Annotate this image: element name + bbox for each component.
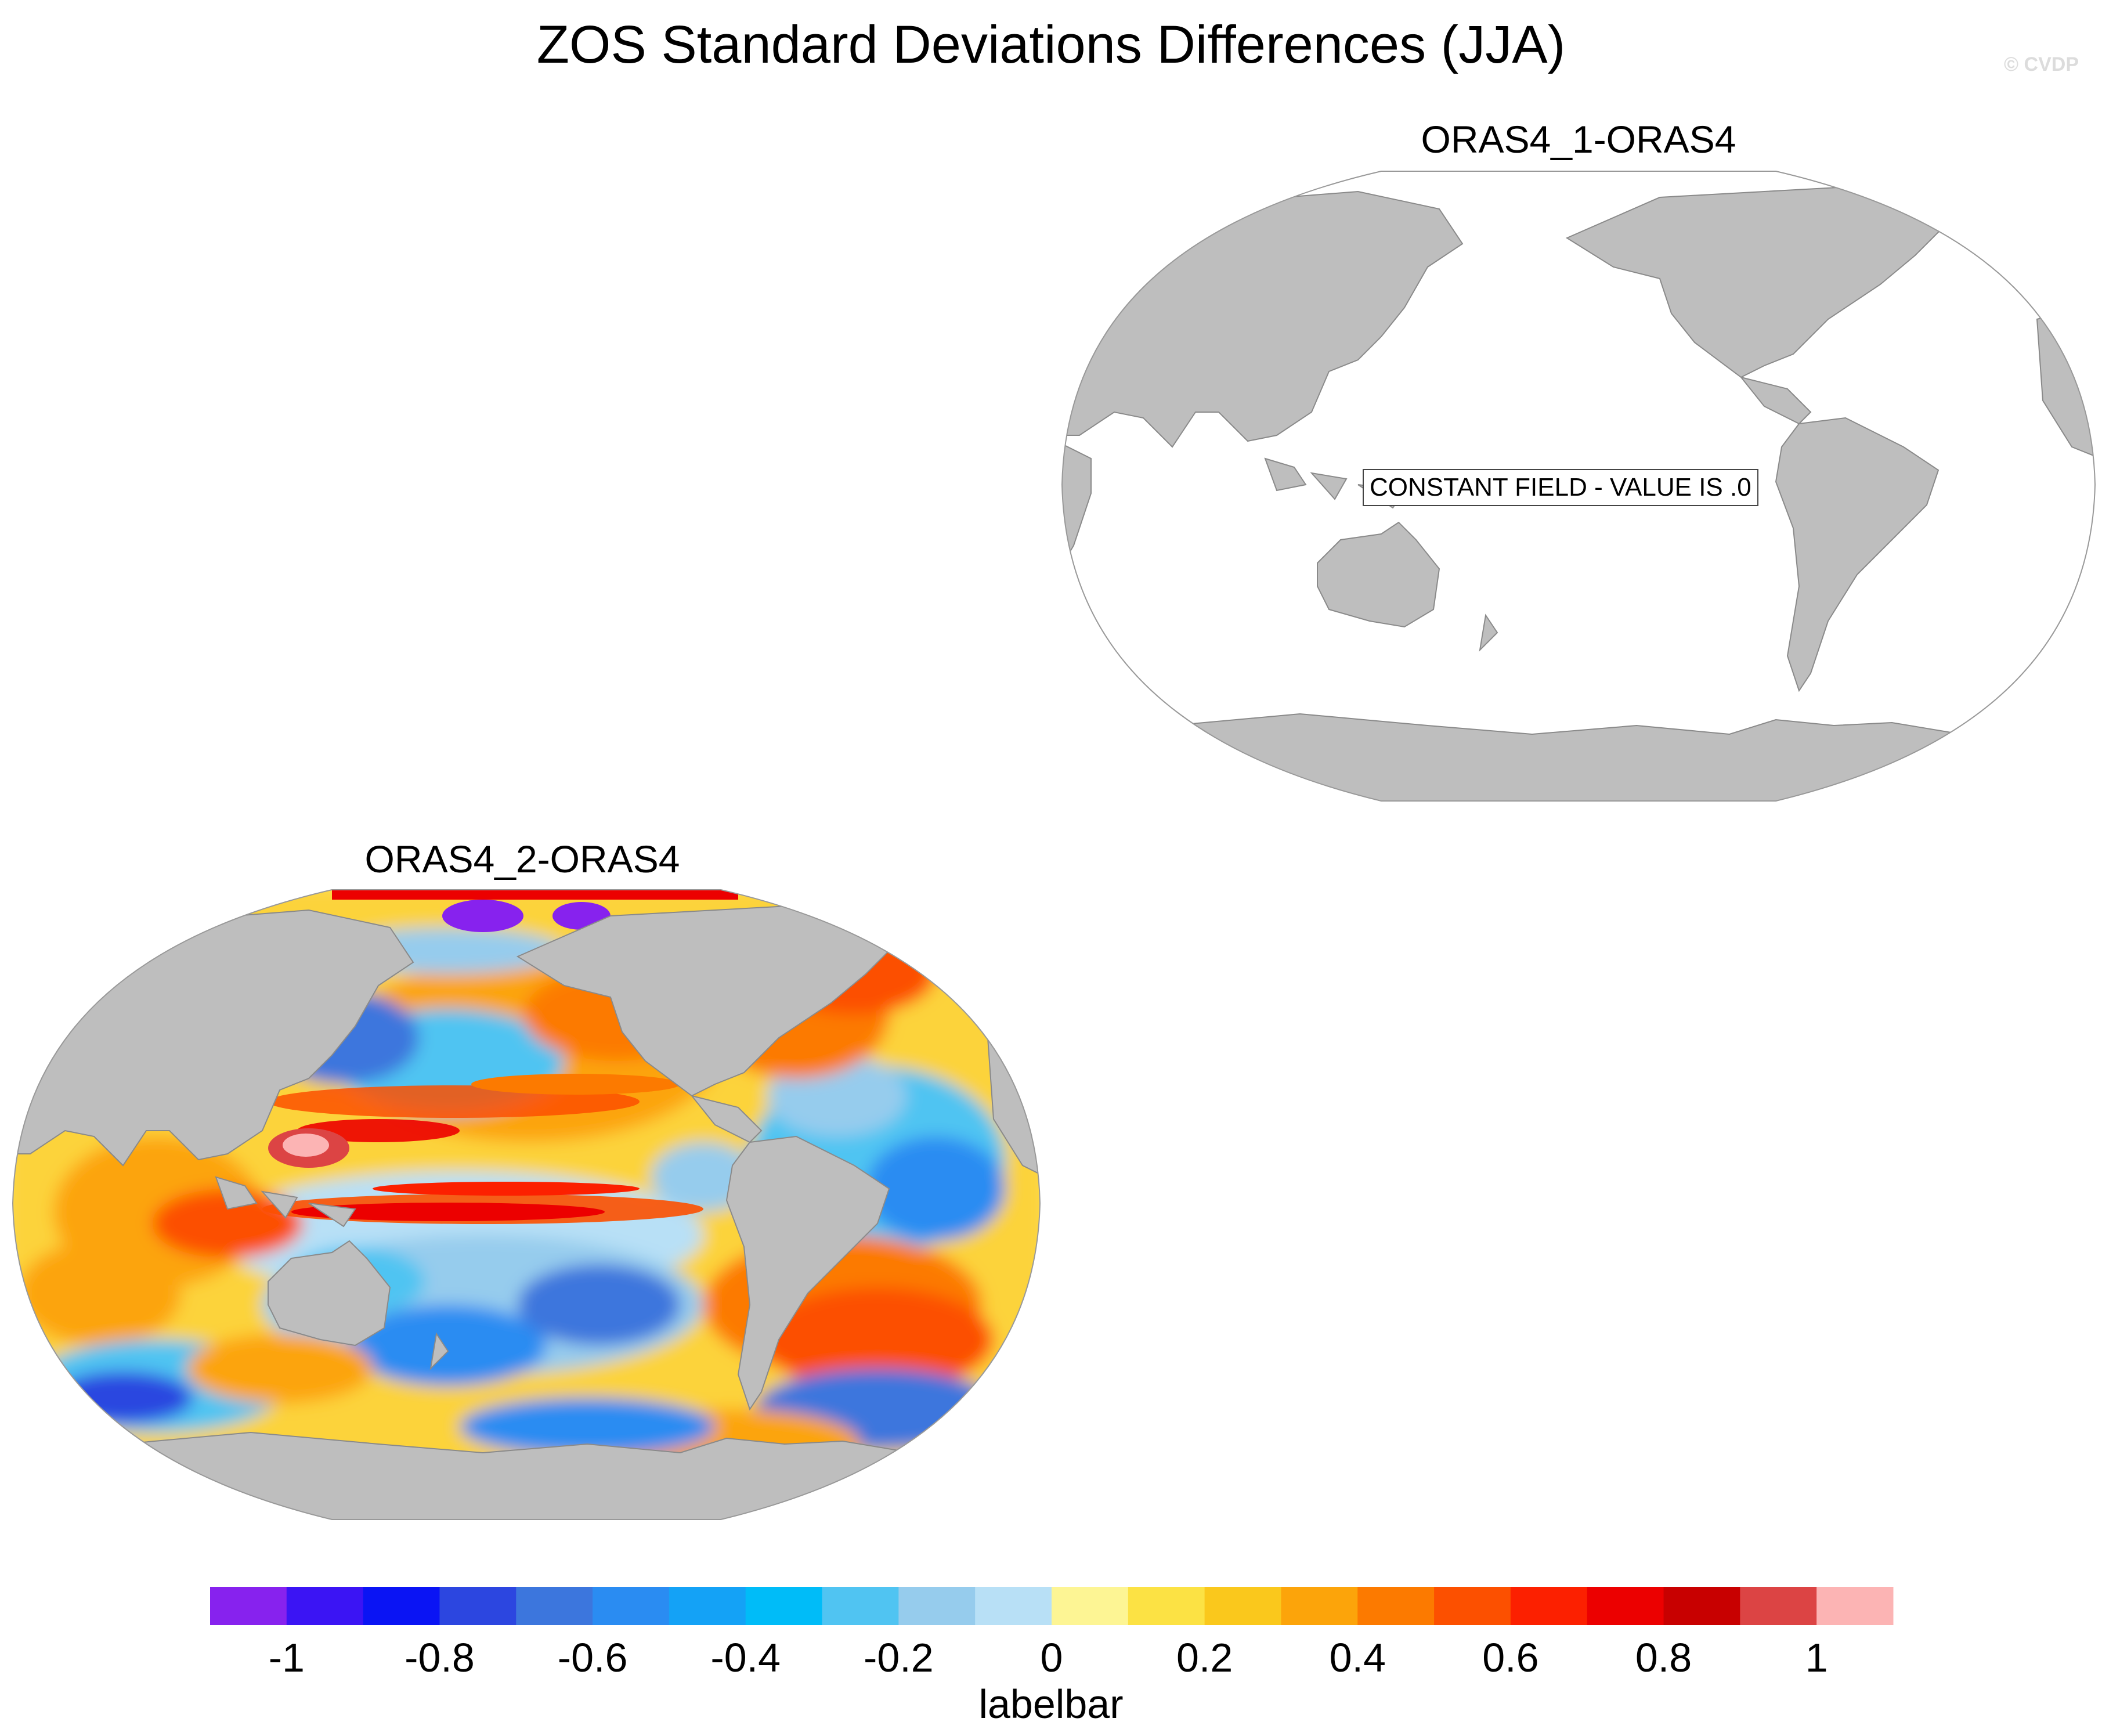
labelbar-swatch-18: [1587, 1587, 1664, 1625]
labelbar-tick-label: -0.6: [557, 1635, 628, 1680]
labelbar-swatch-4: [516, 1587, 593, 1625]
panel-2-south-america: [725, 1135, 890, 1411]
labelbar-swatch-12: [1128, 1587, 1205, 1625]
panel-1-australia: [1317, 521, 1440, 628]
labelbar-swatch-5: [593, 1587, 670, 1625]
panel-1-north-america: [1565, 185, 1963, 378]
labelbar-tick-label: -0.4: [710, 1635, 781, 1680]
labelbar-tick-label: -1: [268, 1635, 305, 1680]
labelbar-swatch-2: [363, 1587, 440, 1625]
panel-1-outline: [1061, 171, 2096, 802]
labelbar-swatch-8: [822, 1587, 899, 1625]
panel-2-map: [12, 889, 1041, 1520]
panel-2-maritime: [215, 1176, 356, 1228]
labelbar-swatch-9: [898, 1587, 976, 1625]
labelbar-tick-label: 0.4: [1329, 1635, 1386, 1680]
panel-2-outline: [12, 889, 1041, 1520]
labelbar-tick-label: 0.2: [1176, 1635, 1233, 1680]
labelbar-swatch-0: [210, 1587, 287, 1625]
labelbar: [210, 1587, 1894, 1625]
labelbar-swatch-1: [286, 1587, 364, 1625]
panel-1-new-zealand: [1479, 613, 1498, 652]
labelbar-swatch-15: [1357, 1587, 1435, 1625]
labelbar-tick-label: 0.6: [1482, 1635, 1539, 1680]
labelbar-swatch-19: [1663, 1587, 1740, 1625]
constant-field-annotation: CONSTANT FIELD - VALUE IS .0: [1363, 469, 1758, 506]
panel-2-greenland: [911, 909, 1030, 992]
labelbar-swatch-17: [1510, 1587, 1588, 1625]
labelbar-title: labelbar: [978, 1681, 1124, 1727]
labelbar-tick-label: -0.8: [404, 1635, 475, 1680]
labelbar-swatch-11: [1052, 1587, 1129, 1625]
labelbar-swatch-10: [975, 1587, 1052, 1625]
labelbar-swatch-21: [1816, 1587, 1894, 1625]
labelbar-tick-label: 1: [1805, 1635, 1828, 1680]
panel-2-central-america: [690, 1095, 763, 1143]
panel-1-south-america: [1775, 417, 1940, 692]
labelbar-swatch-6: [669, 1587, 746, 1625]
labelbar-swatch-14: [1281, 1587, 1358, 1625]
credit-label: © CVDP: [2004, 53, 2079, 75]
labelbar-tick-label: -0.2: [864, 1635, 934, 1680]
panel-2-new-zealand: [429, 1332, 449, 1370]
labelbar-swatch-16: [1434, 1587, 1511, 1625]
labelbar-tick-label: 0: [1040, 1635, 1063, 1680]
panel-1-title: ORAS4_1-ORAS4: [1421, 118, 1736, 161]
figure-title: ZOS Standard Deviations Differences (JJA…: [536, 15, 1566, 74]
labelbar-swatch-13: [1204, 1587, 1281, 1625]
labelbar-swatch-3: [439, 1587, 517, 1625]
panel-2-title: ORAS4_2-ORAS4: [364, 838, 680, 880]
labelbar-tick-label: 0.8: [1635, 1635, 1692, 1680]
panel-1-central-america: [1739, 376, 1812, 425]
panel-2-australia: [268, 1240, 391, 1347]
labelbar-swatch-20: [1740, 1587, 1817, 1625]
labelbar-swatch-7: [745, 1587, 823, 1625]
